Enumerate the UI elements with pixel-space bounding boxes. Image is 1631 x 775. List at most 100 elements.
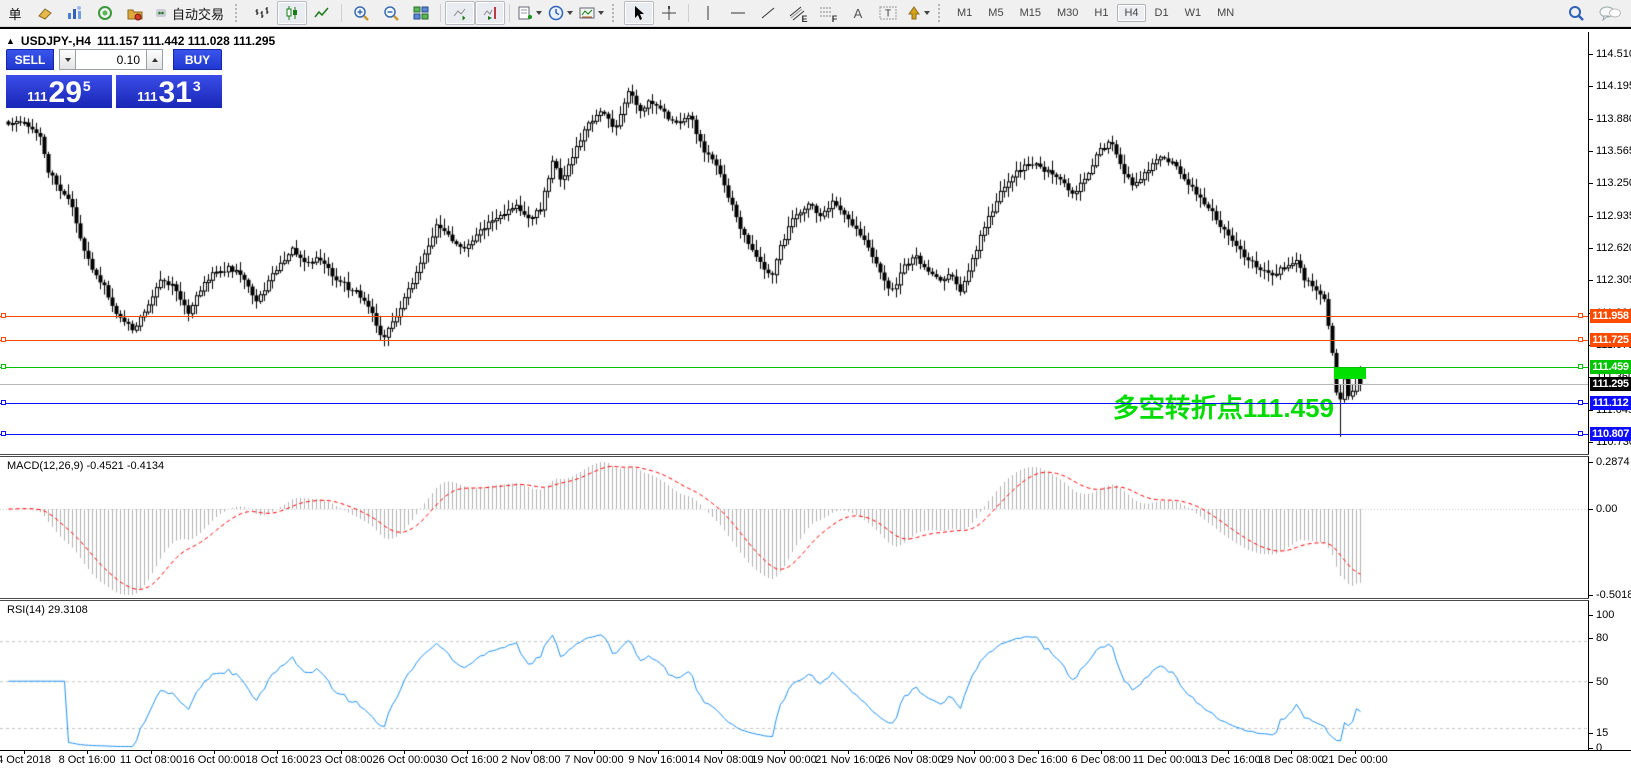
time-axis-tick	[1101, 751, 1102, 754]
toolbar-grip[interactable]	[612, 4, 619, 22]
navigator-icon[interactable]	[90, 1, 120, 25]
line-anchor-right	[1578, 431, 1583, 437]
macd-canvas[interactable]	[0, 457, 1588, 598]
highlight-rectangle[interactable]	[1334, 367, 1366, 379]
chevron-down-icon	[598, 11, 605, 15]
macd-axis-label: -0.5018	[1596, 589, 1631, 601]
autotrading-label: 自动交易	[172, 6, 225, 22]
sell-price-main: 29	[48, 76, 82, 109]
price-axis-tick	[1589, 86, 1593, 88]
new-order-label: 单	[8, 6, 22, 22]
price-axis-tick	[1589, 280, 1593, 282]
bar-chart-button[interactable]	[247, 1, 277, 25]
bid-price-line[interactable]	[0, 384, 1588, 385]
horizontal-line-button[interactable]	[723, 1, 753, 25]
timeframe-h4[interactable]: H4	[1117, 4, 1146, 22]
text-button[interactable]: A	[843, 1, 873, 25]
autotrading-button[interactable]: 自动交易	[150, 1, 230, 25]
timeframe-group: M1 M5 M15 M30 H1 H4 D1 W1 MN	[950, 4, 1241, 22]
toolbar-grip[interactable]	[235, 4, 242, 22]
timeframe-mn[interactable]: MN	[1217, 7, 1235, 19]
price-axis-tick	[1589, 248, 1593, 249]
crosshair-button[interactable]	[654, 1, 684, 25]
zoom-in-button[interactable]	[346, 1, 376, 25]
buy-price-prefix: 111	[137, 89, 158, 104]
volume-input[interactable]: 0.10	[76, 49, 146, 70]
time-axis-label: 16 Oct 00:00	[182, 754, 246, 766]
buy-price-display[interactable]: 111 31 3	[116, 75, 222, 108]
time-axis-tick	[531, 751, 532, 754]
terminal-icon[interactable]	[120, 1, 150, 25]
timeframe-m30[interactable]: M30	[1056, 7, 1079, 19]
toolbar-separator	[440, 4, 442, 22]
timeframe-h1[interactable]: H1	[1094, 7, 1109, 19]
horizontal-level-line[interactable]	[0, 364, 1588, 370]
channel-letter: E	[801, 14, 808, 24]
arrows-button[interactable]	[903, 1, 933, 25]
time-axis-label: 23 Oct 08:00	[309, 754, 373, 766]
horizontal-level-line[interactable]	[0, 431, 1588, 437]
time-axis-tick	[24, 751, 25, 754]
periods-button[interactable]	[545, 1, 576, 25]
turning-point-annotation[interactable]: 多空转折点111.459	[1112, 393, 1334, 423]
candlestick-chart-button[interactable]	[277, 1, 308, 25]
equidistant-channel-button[interactable]: E	[783, 1, 813, 25]
timeframe-w1[interactable]: W1	[1184, 7, 1202, 19]
macd-label: MACD(12,26,9) -0.4521 -0.4134	[7, 460, 165, 472]
time-axis-tick	[911, 751, 912, 754]
timeframe-m5[interactable]: M5	[988, 7, 1004, 19]
timeframe-m1[interactable]: M1	[957, 7, 973, 19]
toolbar-grip[interactable]	[938, 4, 945, 22]
chart-shift-button[interactable]	[475, 1, 506, 25]
zoom-out-button[interactable]	[376, 1, 406, 25]
macd-axis-label: 0.00	[1596, 503, 1618, 515]
time-axis-tick	[658, 751, 659, 754]
horizontal-level-line[interactable]	[0, 312, 1588, 318]
price-axis-tick	[1589, 118, 1593, 120]
buy-button[interactable]: BUY	[173, 49, 222, 70]
chevron-down-icon	[64, 57, 71, 62]
time-axis-label: 6 Dec 08:00	[1071, 754, 1131, 766]
price-axis-tick	[1589, 215, 1593, 217]
toolbar-right	[1568, 5, 1631, 22]
time-axis-tick	[594, 751, 595, 754]
time-axis-tick	[467, 751, 468, 754]
volume-decrease-button[interactable]	[59, 49, 76, 70]
market-watch-icon[interactable]	[60, 1, 90, 25]
price-axis-border	[1588, 32, 1589, 751]
line-chart-button[interactable]	[307, 1, 337, 25]
auto-scroll-button[interactable]	[445, 1, 476, 25]
fibonacci-button[interactable]: F	[813, 1, 843, 25]
line-anchor-left	[1, 312, 6, 318]
rsi-canvas[interactable]	[0, 601, 1588, 750]
sell-button[interactable]: SELL	[6, 49, 54, 70]
time-axis-label: 29 Nov 00:00	[941, 754, 1007, 766]
timeframe-m15[interactable]: M15	[1019, 7, 1041, 19]
new-order-icon[interactable]	[30, 1, 60, 25]
vertical-line-button[interactable]	[693, 1, 723, 25]
price-chart-canvas[interactable]	[0, 32, 1588, 454]
volume-increase-button[interactable]	[146, 49, 163, 70]
sell-price-display[interactable]: 111 29 5	[6, 75, 112, 108]
chevron-down-icon	[567, 11, 574, 15]
text-label-button[interactable]: T	[873, 1, 903, 25]
horizontal-level-line[interactable]	[0, 399, 1588, 405]
search-icon[interactable]	[1568, 5, 1585, 22]
horizontal-level-line[interactable]	[0, 336, 1588, 342]
new-order-button[interactable]: 单	[0, 1, 30, 25]
rsi-panel-separator[interactable]	[0, 598, 1589, 601]
time-axis-label: 7 Nov 00:00	[564, 754, 624, 766]
rsi-axis-label: 80	[1596, 632, 1609, 644]
time-axis-border	[0, 750, 1631, 751]
time-axis-tick	[404, 751, 405, 754]
community-chat-icon[interactable]	[1599, 5, 1621, 21]
timeframe-d1[interactable]: D1	[1154, 7, 1169, 19]
new-chart-button[interactable]	[514, 1, 545, 25]
tile-windows-button[interactable]	[406, 1, 436, 25]
time-axis-label: 18 Oct 16:00	[245, 754, 309, 766]
time-axis-tick	[974, 751, 975, 754]
trendline-button[interactable]	[753, 1, 783, 25]
macd-panel-separator[interactable]	[0, 454, 1589, 457]
cursor-button[interactable]	[624, 1, 655, 25]
templates-button[interactable]	[576, 1, 607, 25]
